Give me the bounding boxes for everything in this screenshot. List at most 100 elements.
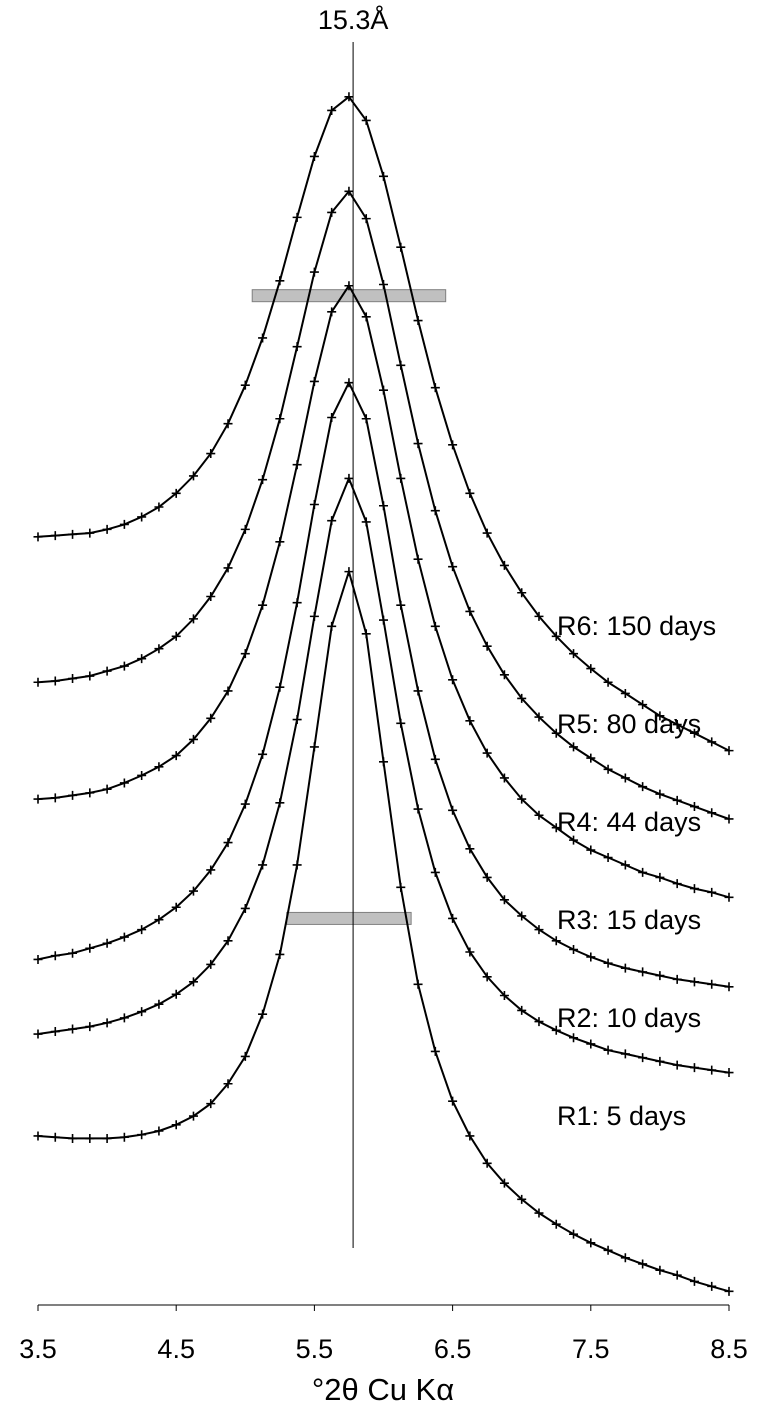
data-point [534,712,544,722]
data-point [672,974,682,984]
data-point [137,1130,147,1140]
x-tick-label: 6.5 [434,1334,472,1364]
data-point [327,207,337,217]
data-point [448,440,458,450]
data-point [102,666,112,676]
data-point [258,333,268,343]
data-point [672,720,682,730]
reference-label: 15.3Å [318,4,389,35]
data-point [188,471,198,481]
data-point [689,728,699,738]
data-point [396,882,406,892]
data-point [258,1009,268,1019]
data-point [672,879,682,889]
data-point [68,529,78,539]
data-point [33,1131,43,1141]
data-point [68,674,78,684]
data-point [672,795,682,805]
data-point [655,872,665,882]
data-point [707,737,717,747]
data-point [344,567,354,577]
data-point [50,676,60,686]
data-point [361,214,371,224]
data-point [603,853,613,863]
fit-line [37,283,730,899]
series-label: R2: 10 days [557,1003,701,1033]
data-point [534,611,544,621]
data-point [569,835,579,845]
data-point [171,1120,181,1130]
data-point [137,1007,147,1017]
data-point [517,588,527,598]
series-label: R4: 44 days [557,807,701,837]
data-point [551,823,561,833]
data-point [569,945,579,955]
data-point [482,528,492,538]
fit-line [37,380,730,988]
data-point [258,749,268,759]
data-point [50,1027,60,1037]
data-point [275,537,285,547]
data-point [154,1126,164,1136]
data-point [551,728,561,738]
data-point [534,1208,544,1218]
data-point [275,682,285,692]
data-point [379,501,388,511]
data-point [292,460,302,470]
data-point [240,524,250,534]
data-point [240,903,250,913]
data-point [361,629,371,639]
data-point [188,977,198,987]
data-point [551,631,561,641]
data-point [396,718,406,728]
data-point [223,686,233,696]
data-point [85,1022,95,1032]
data-point [413,554,423,564]
data-point [672,1060,682,1070]
data-point [137,654,147,664]
data-point [206,591,216,601]
data-point [85,671,95,681]
data-point [551,936,561,946]
data-point [33,794,43,804]
data-point [482,972,492,982]
data-point [724,892,734,902]
data-point [309,500,319,510]
data-point [482,641,492,651]
data-point [430,383,440,393]
data-point [240,649,250,659]
x-tick-label: 7.5 [572,1334,610,1364]
data-point [240,1051,250,1061]
data-point [655,1265,665,1275]
data-point [413,439,423,449]
data-point [672,1270,682,1280]
x-tick-label: 4.5 [157,1334,195,1364]
data-point [361,517,371,527]
data-point [603,958,613,968]
data-point [707,1065,717,1075]
data-point [344,186,354,196]
data-point [707,979,717,989]
data-point [292,715,302,725]
data-point [85,1133,95,1143]
data-point [119,1013,129,1023]
data-point [119,519,129,529]
data-point [499,670,509,680]
data-point [50,1132,60,1142]
data-point [344,473,354,483]
data-point [50,793,60,803]
data-point [206,1099,216,1109]
data-point [689,977,699,987]
data-point [603,1045,613,1055]
data-point [102,524,112,534]
x-tick-label: 8.5 [710,1334,748,1364]
series-label: R6: 150 days [557,611,716,641]
data-point [620,860,630,870]
data-point [620,1049,630,1059]
data-point [638,1259,648,1269]
x-tick-label: 5.5 [296,1334,334,1364]
data-point [499,990,509,1000]
data-point [344,92,354,102]
data-point [206,449,216,459]
data-point [620,1253,630,1263]
